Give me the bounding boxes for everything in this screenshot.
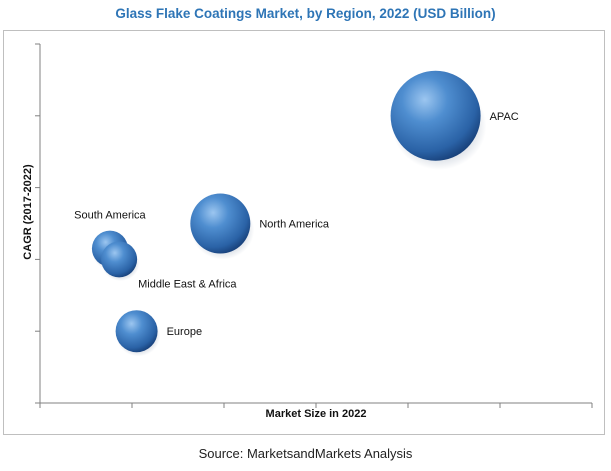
chart-frame [3,30,605,435]
bubble-middle-east-africa [101,241,140,281]
bubble-point [190,193,251,254]
bubble-label: South America [74,210,146,222]
chart-title: Glass Flake Coatings Market, by Region, … [115,6,496,21]
bubble-point [101,241,138,278]
bubbles-group: APAC North America South America Middle Eas… [74,70,519,357]
axes-group [35,43,593,408]
bubble-point [390,70,481,161]
bubble-label: APAC [490,111,519,123]
bubble-apac [390,70,487,170]
bubble-label: Europe [167,326,202,338]
source-note: Source: MarketsandMarkets Analysis [198,446,413,461]
x-axis-title: Market Size in 2022 [266,408,367,420]
bubble-north-america [190,193,255,260]
y-axis-title: CAGR (2017-2022) [22,164,34,260]
bubble-label: Middle East & Africa [138,278,237,290]
bubble-europe [115,310,161,357]
bubble-label: North America [259,219,330,231]
bubble-point [115,310,158,353]
